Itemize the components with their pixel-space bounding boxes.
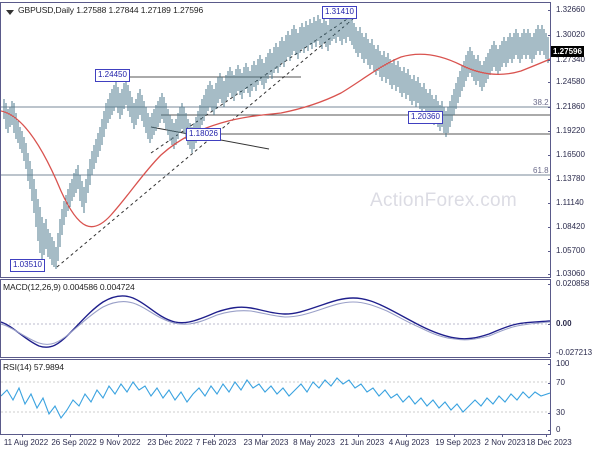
- price-tick-label: 1.05700: [556, 246, 585, 255]
- rsi-plot-area: [1, 360, 550, 434]
- price-tick-label: 1.19220: [556, 126, 585, 135]
- rsi-panel-header: RSI(14) 57.9894: [3, 362, 64, 372]
- swing-high-label[interactable]: 1.31410: [322, 6, 357, 19]
- fib-618-label: 61.8: [533, 166, 549, 175]
- price-tick-label: 1.11140: [556, 198, 584, 207]
- x-tick-label: 9 Nov 2022: [99, 438, 141, 447]
- x-tick-label: 26 Sep 2022: [51, 438, 97, 447]
- macd-panel[interactable]: [0, 279, 551, 358]
- fib-382-label: 38.2: [533, 98, 549, 107]
- resistance-label[interactable]: 1.24450: [95, 69, 130, 82]
- price-chart-panel[interactable]: [0, 2, 551, 278]
- macd-y-axis: 0.020858 0.00 -0.027213: [548, 279, 600, 358]
- price-tick-label: 1.08420: [556, 222, 585, 231]
- macd-plot-area: [1, 280, 550, 357]
- x-tick-label: 21 Jun 2023: [339, 438, 385, 447]
- price-tick-label: 1.13780: [556, 174, 585, 183]
- macd-svg: [1, 295, 550, 348]
- rsi-tick-label: 100: [556, 359, 570, 368]
- rsi-line: [1, 377, 550, 420]
- rsi-tick-label: 30: [556, 408, 565, 417]
- rsi-tick-label: 0: [556, 425, 561, 434]
- x-tick-label: 19 Sep 2023: [435, 438, 481, 447]
- macd-tick-label: 0.00: [556, 319, 572, 328]
- rsi-y-axis: 100 70 30 0: [548, 359, 600, 435]
- price-tick-label: 1.30020: [556, 30, 585, 39]
- x-tick-label: 2 Nov 2023: [484, 438, 526, 447]
- support-label[interactable]: 1.18026: [186, 128, 221, 141]
- macd-main-line: [1, 295, 550, 348]
- price-y-axis: 1.32660 1.30020 1.27340 1.24580 1.21860 …: [548, 2, 600, 278]
- retracement-label[interactable]: 1.20360: [408, 111, 443, 124]
- macd-tick-label: 0.020858: [556, 279, 590, 288]
- price-tick-label: 1.27340: [556, 55, 585, 64]
- x-tick-label: 8 May 2023: [293, 438, 335, 447]
- x-tick-label: 18 Dec 2023: [526, 438, 572, 447]
- watermark: ActionForex.com: [370, 190, 518, 211]
- macd-signal-line: [1, 301, 550, 345]
- rsi-panel[interactable]: [0, 359, 551, 435]
- price-svg: [1, 11, 550, 269]
- macd-tick-label: -0.027213: [556, 348, 593, 357]
- x-axis: 11 Aug 2022 26 Sep 2022 9 Nov 2022 23 De…: [0, 434, 572, 450]
- rsi-svg: [1, 377, 550, 420]
- x-tick-label: 23 Dec 2022: [147, 438, 193, 447]
- price-panel-header: GBPUSD,Daily 1.27588 1.27844 1.27189 1.2…: [18, 5, 204, 15]
- x-tick-label: 4 Aug 2023: [388, 438, 430, 447]
- current-price-badge: 1.27596: [551, 46, 584, 57]
- x-tick-label: 7 Feb 2023: [195, 438, 237, 447]
- moving-average-line: [1, 53, 550, 228]
- price-tick-label: 1.24580: [556, 77, 585, 86]
- x-tick-label: 11 Aug 2022: [3, 438, 49, 447]
- rsi-tick-label: 70: [556, 378, 565, 387]
- rising-trendline: [56, 18, 354, 268]
- chevron-down-icon[interactable]: [5, 7, 14, 16]
- price-bars: [3, 11, 549, 269]
- macd-panel-header: MACD(12,26,9) 0.004586 0.004724: [3, 282, 135, 292]
- swing-low-label[interactable]: 1.03510: [10, 259, 45, 272]
- price-plot-area: [1, 3, 550, 277]
- price-tick-label: 1.16500: [556, 150, 585, 159]
- price-tick-label: 1.21860: [556, 102, 585, 111]
- x-tick-label: 23 Mar 2023: [243, 438, 289, 447]
- price-tick-label: 1.03060: [556, 269, 585, 278]
- price-tick-label: 1.32660: [556, 5, 585, 14]
